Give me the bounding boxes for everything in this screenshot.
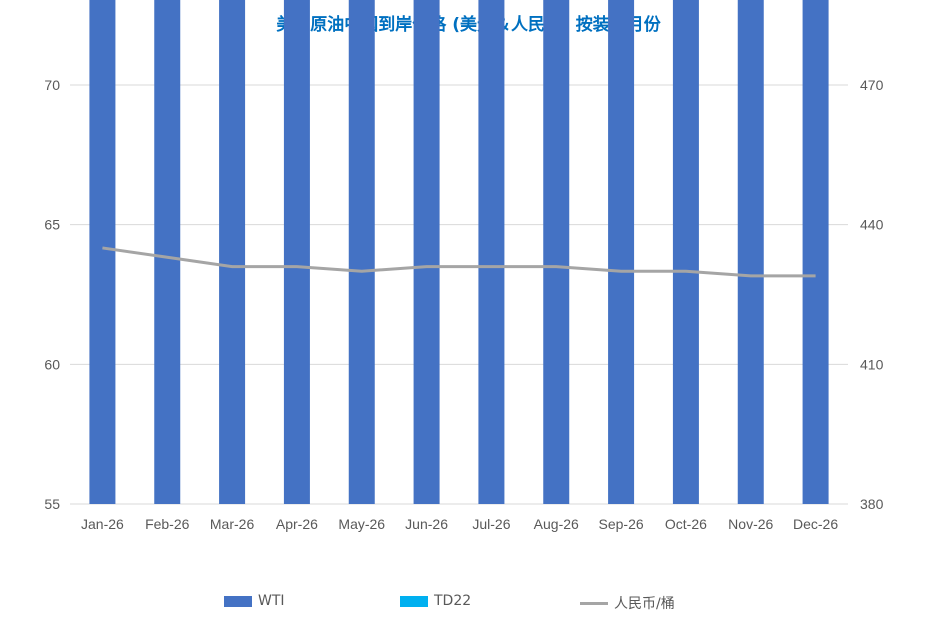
y2-tick-label: 470 xyxy=(860,77,884,93)
bar-wti xyxy=(608,0,635,504)
x-tick-label: Mar-26 xyxy=(210,516,255,532)
bar-wti xyxy=(219,0,246,504)
x-tick-label: May-26 xyxy=(338,516,385,532)
bar-wti xyxy=(154,0,181,504)
y-tick-label: 70 xyxy=(44,77,60,93)
x-tick-label: Oct-26 xyxy=(665,516,707,532)
bar-wti xyxy=(737,0,764,504)
bar-wti xyxy=(672,0,699,504)
x-tick-label: Sep-26 xyxy=(599,516,644,532)
legend-label-td22: TD22 xyxy=(434,593,472,609)
legend-item-rmb: 人民币/桶 xyxy=(580,593,675,613)
legend-label-wti: WTI xyxy=(258,593,285,609)
x-tick-label: Apr-26 xyxy=(276,516,318,532)
line-rmb-per-barrel xyxy=(102,246,816,278)
bar-wti xyxy=(413,0,440,504)
legend-label-rmb: 人民币/桶 xyxy=(614,596,675,612)
legend-swatch-wti xyxy=(224,595,252,607)
legend-swatch-rmb xyxy=(580,601,608,605)
bar-wti xyxy=(348,0,375,504)
legend-item-td22: TD22 xyxy=(400,593,471,609)
bar-wti xyxy=(802,0,829,504)
legend-swatch-td22 xyxy=(400,595,428,607)
bar-wti xyxy=(283,0,310,504)
bar-wti xyxy=(89,0,116,504)
x-tick-label: Aug-26 xyxy=(534,516,579,532)
x-tick-label: Jan-26 xyxy=(81,516,124,532)
x-tick-label: Jul-26 xyxy=(472,516,510,532)
x-tick-label: Jun-26 xyxy=(405,516,448,532)
bar-wti xyxy=(543,0,570,504)
x-tick-label: Nov-26 xyxy=(728,516,773,532)
x-tick-label: Dec-26 xyxy=(793,516,838,532)
y-tick-label: 65 xyxy=(44,217,60,233)
y-tick-label: 55 xyxy=(44,496,60,512)
legend-item-wti: WTI xyxy=(224,593,285,609)
bar-wti xyxy=(478,0,505,504)
y-tick-label: 60 xyxy=(44,356,60,372)
x-tick-label: Feb-26 xyxy=(145,516,190,532)
y2-tick-label: 380 xyxy=(860,496,884,512)
y2-tick-label: 440 xyxy=(860,217,884,233)
y2-tick-label: 410 xyxy=(860,356,884,372)
